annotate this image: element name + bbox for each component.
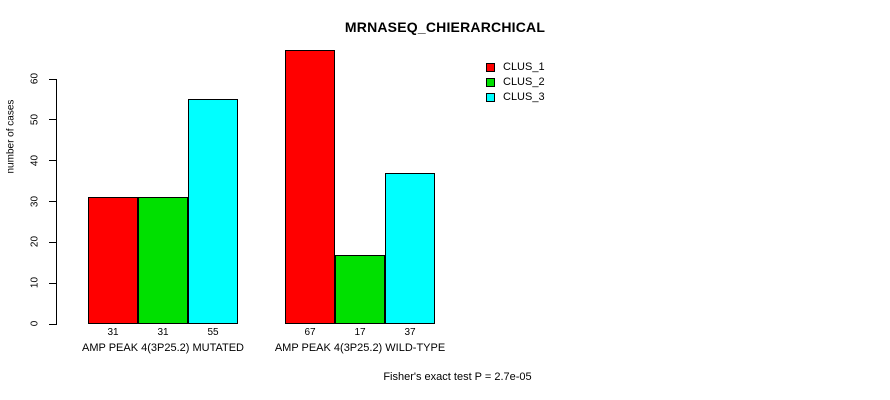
legend-color-swatch: [486, 93, 495, 102]
bar-clus_1-group2: [285, 50, 335, 324]
y-axis-line: [56, 79, 57, 325]
y-axis-tick: [49, 119, 56, 121]
fisher-test-text: Fisher's exact test P = 2.7e-05: [383, 371, 532, 383]
bar-value-label: 55: [207, 327, 219, 338]
x-axis-group-label: AMP PEAK 4(3P25.2) MUTATED: [82, 342, 244, 354]
y-axis-tick: [49, 282, 56, 284]
legend-color-swatch: [486, 63, 495, 72]
bar-value-label: 67: [304, 327, 316, 338]
legend-label: CLUS_1: [503, 61, 545, 73]
y-axis-tick: [49, 78, 56, 80]
legend-label: CLUS_2: [503, 76, 545, 88]
y-axis-tick: [49, 201, 56, 202]
statistical-annotation: Fisher's exact test P = 2.7e-05: [0, 371, 890, 383]
bar-clus_2-group2: [335, 254, 385, 324]
y-axis-tick: [49, 241, 56, 243]
legend-label: CLUS_3: [503, 91, 545, 103]
bar-clus_3-group1: [188, 99, 238, 324]
bar-value-label: 37: [404, 327, 416, 338]
bar-clus_3-group2: [385, 172, 435, 324]
legend-color-swatch: [486, 78, 495, 87]
y-axis-tick: [49, 323, 56, 325]
chart-title: MRNASEQ_CHIERARCHICAL: [344, 19, 546, 35]
bar-clus_2-group1: [138, 197, 188, 324]
bar-clus_1-group1: [88, 197, 138, 324]
bar-value-label: 31: [157, 327, 169, 338]
x-axis-group-label: AMP PEAK 4(3P25.2) WILD-TYPE: [274, 342, 446, 354]
y-axis-tick: [49, 160, 56, 162]
bar-value-label: 17: [354, 327, 366, 338]
bar-value-label: 31: [107, 327, 119, 338]
